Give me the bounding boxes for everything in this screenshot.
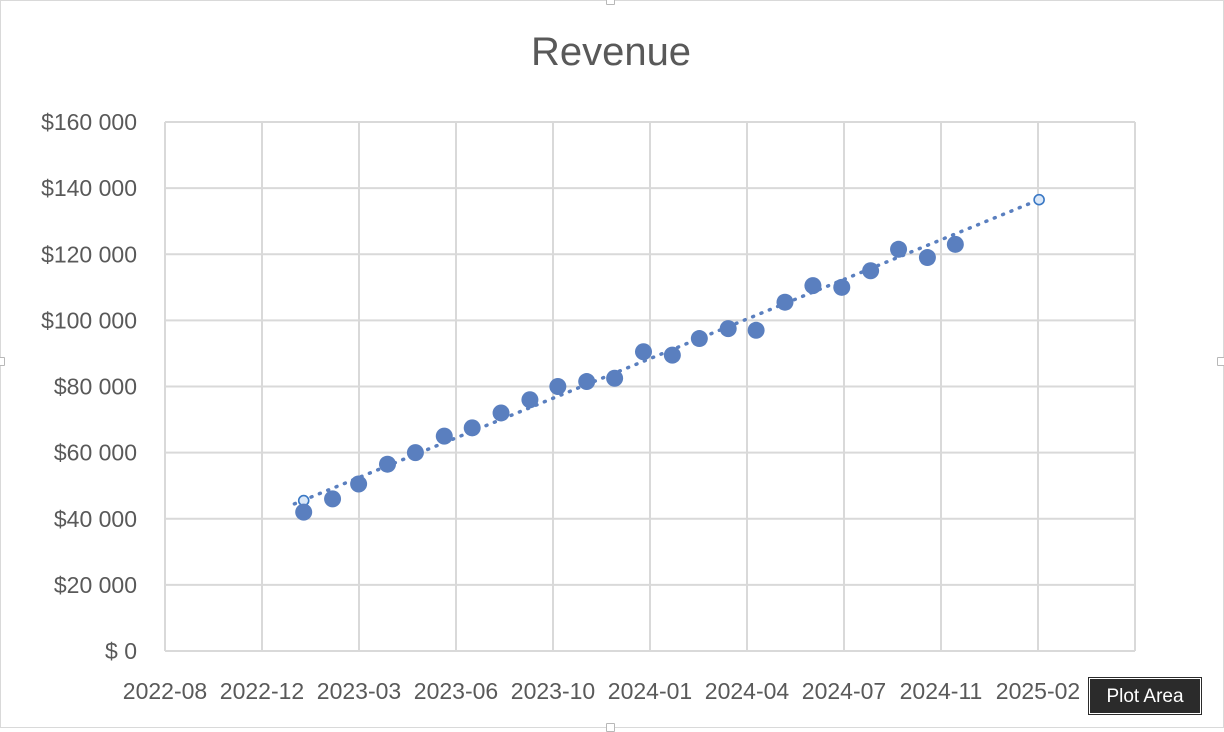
data-points [295,235,964,521]
y-tick-label: $20 000 [54,572,137,598]
chart-title[interactable]: Revenue [531,30,691,74]
data-point [833,278,851,296]
x-tick-label: 2025-02 [996,678,1080,704]
y-axis[interactable]: $ 0 $20 000 $40 000 $60 000 $80 000 $100 000 $… [41,109,137,664]
data-point [463,419,481,437]
resize-handle-right[interactable] [1217,357,1224,366]
data-point [634,343,652,361]
resize-handle-left[interactable] [0,357,5,366]
x-tick-label: 2023-06 [414,678,498,704]
data-point [804,277,822,295]
data-point [578,373,596,391]
x-axis[interactable]: 2022-08 2022-12 2023-03 2023-06 2023-10 2024-… [123,678,1080,704]
data-point [862,262,880,280]
data-point [521,391,539,409]
y-tick-label: $ 0 [105,638,137,664]
data-point [946,235,964,253]
data-point [776,293,794,311]
data-point [435,427,453,445]
trendline-endpoint [1033,193,1045,206]
y-tick-label: $80 000 [54,374,137,400]
y-tick-label: $140 000 [41,175,137,201]
x-tick-label: 2022-12 [220,678,304,704]
data-point [690,330,708,348]
data-point [492,404,510,422]
data-point [350,475,368,493]
data-point [890,240,908,258]
plot-area[interactable] [164,121,1136,652]
x-tick-label: 2024-11 [900,678,983,704]
y-tick-label: $100 000 [41,307,137,333]
x-tick-label: 2024-07 [802,678,886,704]
data-point [719,320,737,338]
data-point [918,249,936,267]
data-point [663,346,681,364]
y-tick-label: $120 000 [41,241,137,267]
data-point [295,503,313,521]
y-tick-label: $40 000 [54,506,137,532]
data-point [378,455,396,473]
x-tick-label: 2024-01 [608,678,692,704]
data-point [549,378,567,395]
data-point [606,369,624,387]
x-tick-label: 2023-03 [317,678,401,704]
data-point [406,444,424,462]
data-point [324,490,342,508]
resize-handle-top[interactable] [606,0,615,5]
x-tick-label: 2023-10 [511,678,595,704]
plot-area-tooltip: Plot Area [1089,678,1201,714]
data-point [747,321,765,339]
y-tick-label: $160 000 [41,109,137,135]
x-tick-label: 2024-04 [705,678,790,704]
x-tick-label: 2022-08 [123,678,207,704]
y-tick-label: $60 000 [54,440,137,466]
